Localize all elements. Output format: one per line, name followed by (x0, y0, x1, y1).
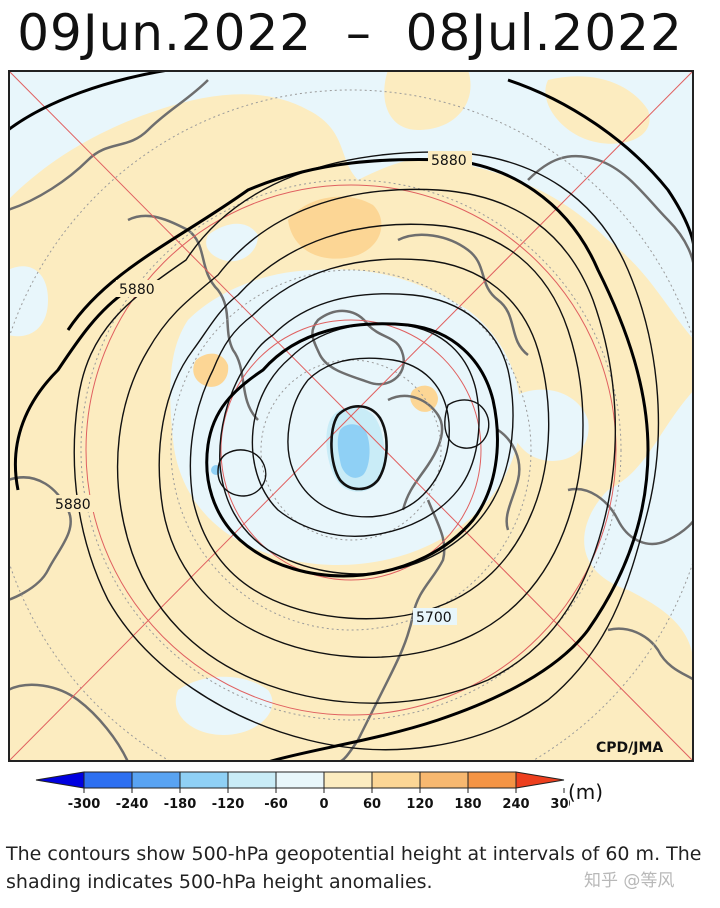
watermark: 知乎 @等风 (584, 871, 675, 891)
colorbar-tick-label: -120 (212, 797, 245, 812)
colorbar-segment (467, 771, 517, 789)
colorbar-unit: (m) (568, 780, 604, 804)
colorbar-segment (131, 771, 181, 789)
colorbar-segment (83, 771, 133, 789)
anomaly-colorbar: -300 -240 -180 -120 -60 0 60 120 180 240 300 (35, 771, 570, 812)
colorbar-tick-label: 180 (454, 797, 481, 812)
colorbar-tick-label: 300 (550, 797, 570, 812)
colorbar-segment (323, 771, 373, 789)
contour-labels: 5880 5880 5880 5700 (52, 151, 472, 626)
colorbar-tick-label: -240 (116, 797, 149, 812)
strong-negative-anomaly (211, 406, 385, 492)
bold-contours (8, 70, 694, 762)
map-title: 09Jun.2022 – 08Jul.2022 (17, 4, 683, 62)
colorbar-segment (419, 771, 469, 789)
contour-label-5880: 5880 (119, 282, 155, 298)
credit-label: CPD/JMA (596, 740, 663, 756)
contour-label-5700: 5700 (416, 610, 452, 626)
colorbar-tick-label: 240 (502, 797, 529, 812)
contour-label-5880: 5880 (55, 497, 91, 513)
colorbar-segment (179, 771, 229, 789)
colorbar-tick-label: 120 (406, 797, 433, 812)
colorbar-tick-label: 60 (363, 797, 381, 812)
colorbar-tick-label: -60 (264, 797, 288, 812)
coastlines (8, 79, 694, 762)
colorbar-segment (35, 771, 85, 789)
reference-grid (8, 70, 694, 762)
colorbar-segment (515, 771, 565, 789)
colorbar-tick-label: -180 (164, 797, 197, 812)
latitude-circles (8, 89, 694, 762)
polar-stereographic-map: 5880 5880 5880 5700 CPD/JMA (8, 70, 694, 762)
figure-caption: The contours show 500-hPa geopotential h… (6, 843, 702, 893)
colorbar-segment (227, 771, 277, 789)
colorbar-segment (371, 771, 421, 789)
colorbar-tick-label: 0 (319, 797, 328, 812)
colorbar-tick-label: -300 (68, 797, 101, 812)
contour-label-5880: 5880 (431, 153, 467, 169)
colorbar-segment (275, 771, 325, 789)
